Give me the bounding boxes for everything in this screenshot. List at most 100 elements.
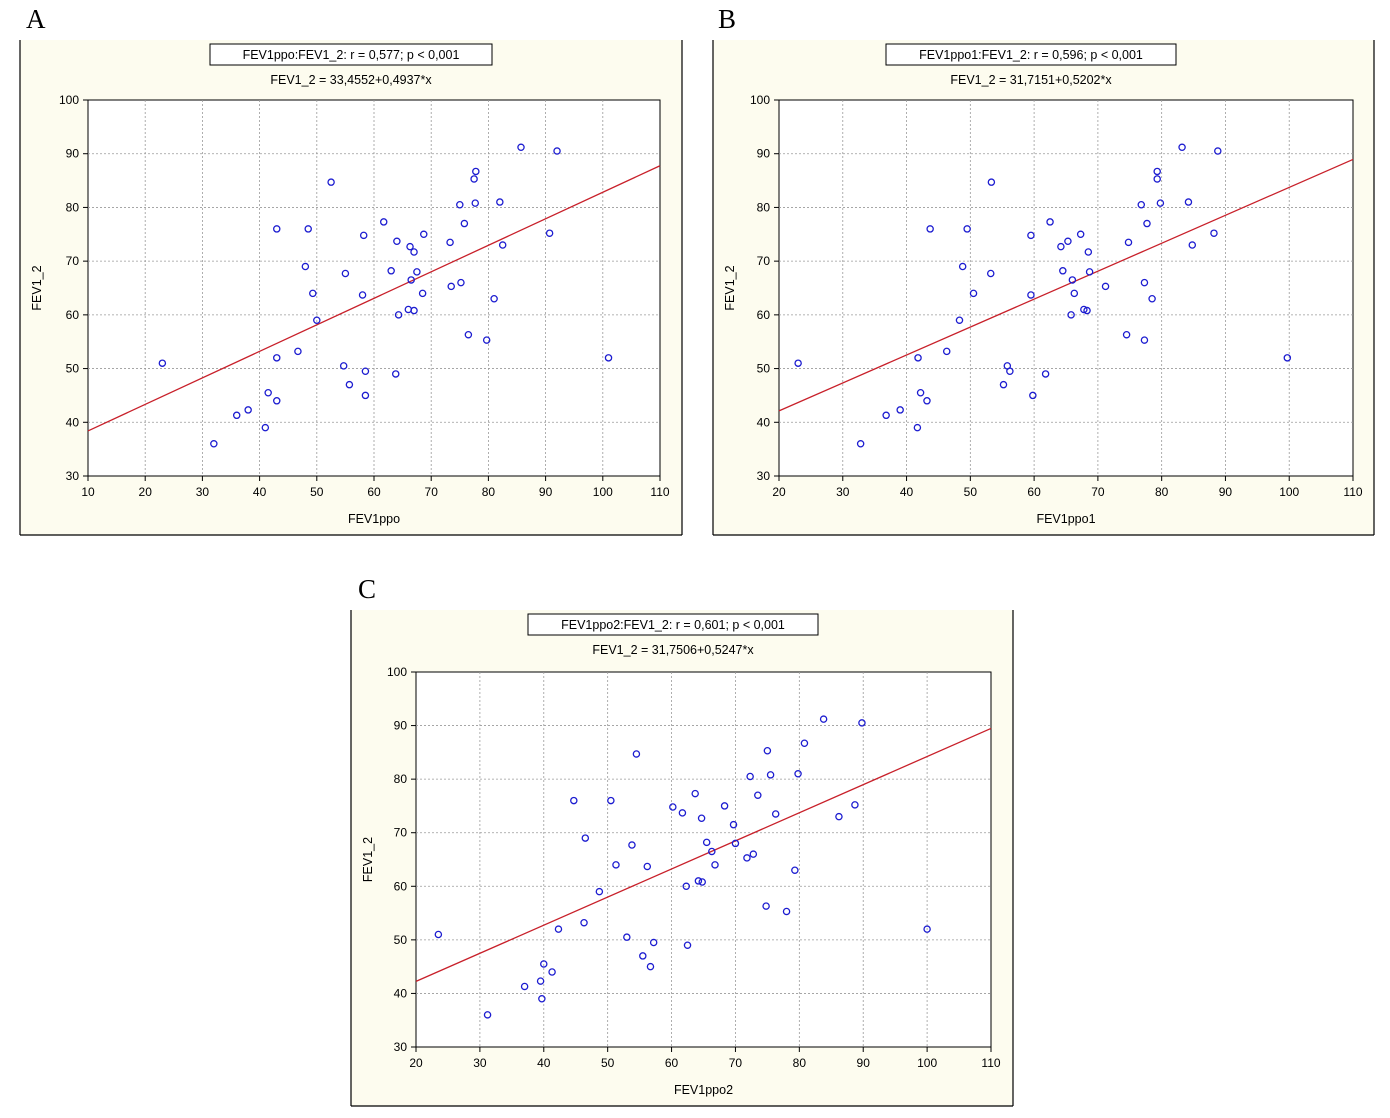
panel-b-point-22 — [1041, 370, 1050, 378]
panel-b-point-37 — [1124, 238, 1133, 247]
panel-a: A 10 20 30 40 50 60 70 80 90 100 110 30 40 50 60 70 80 90 1… — [19, 4, 683, 536]
panel-a-point-20 — [361, 367, 370, 376]
panel-c-point-6 — [548, 968, 556, 976]
panel-b-point-49 — [1210, 229, 1218, 237]
panel-b-point-28 — [1068, 276, 1077, 284]
panel-a-point-28 — [406, 242, 414, 251]
panel-b-letter: B — [718, 4, 736, 34]
panel-c-point-37 — [749, 850, 758, 858]
panel-b-point-45 — [1156, 199, 1165, 207]
panel-b-xtick-label-20: 20 — [772, 485, 786, 499]
panel-c-point-32 — [720, 802, 729, 810]
panel-c-ytick-label-100: 100 — [387, 665, 407, 679]
panel-c-ytick-label-80: 80 — [394, 772, 408, 786]
panel-a-point-35 — [446, 238, 454, 247]
panel-a-point-46 — [496, 198, 504, 206]
panel-b-point-29 — [1070, 289, 1079, 298]
panel-b-point-21 — [1029, 391, 1037, 400]
panel-a-point-41 — [470, 175, 478, 183]
panel-a-point-22 — [379, 218, 388, 226]
panel-c-point-1 — [483, 1011, 492, 1019]
panel-a-y-axis-label: FEV1_2 — [30, 265, 44, 310]
panel-a-point-5 — [264, 388, 272, 397]
panel-a-point-49 — [545, 229, 554, 237]
panel-a-point-25 — [393, 237, 401, 246]
panel-a-xtick-label-100: 100 — [593, 485, 613, 499]
panel-b-regression-line — [778, 158, 1354, 412]
panel-b-point-41 — [1143, 219, 1151, 228]
panel-c-xtick-label-80: 80 — [793, 1056, 807, 1070]
panel-a-point-50 — [553, 147, 561, 155]
panel-a-point-34 — [420, 230, 428, 239]
panel-b-point-33 — [1084, 248, 1093, 256]
panel-c-point-33 — [729, 820, 738, 829]
panel-b-point-30 — [1076, 230, 1085, 239]
panel-b-point-38 — [1137, 200, 1146, 209]
panel-b-point-25 — [1059, 267, 1067, 275]
panel-a-point-24 — [391, 370, 400, 378]
panel-b-point-20 — [1027, 231, 1035, 240]
panel-c-xtick-label-100: 100 — [917, 1056, 937, 1070]
panel-c-stats-box — [527, 613, 819, 636]
panel-a-point-7 — [273, 354, 281, 362]
panel-b-point-6 — [916, 388, 925, 397]
panel-a-point-37 — [456, 200, 464, 209]
panel-a-point-3 — [244, 406, 252, 414]
panel-c-point-21 — [669, 803, 677, 811]
panel-a-x-axis-label: FEV1ppo — [348, 512, 400, 526]
panel-a-ytick-label-40: 40 — [66, 415, 80, 429]
panel-b-point-51 — [1283, 354, 1292, 362]
panel-a-xtick-label-110: 110 — [650, 485, 669, 499]
panel-a-regression-line — [87, 165, 661, 432]
panel-c-point-48 — [835, 812, 843, 821]
panel-a-point-44 — [482, 336, 491, 344]
panel-a-xtick-label-20: 20 — [139, 485, 153, 499]
panel-a-ytick-label-70: 70 — [66, 254, 80, 268]
panel-a-point-36 — [447, 282, 455, 291]
panel-c-point-51 — [923, 925, 931, 933]
panel-b-point-24 — [1057, 242, 1065, 251]
panel-a-point-33 — [418, 289, 427, 298]
panel-c-point-38 — [754, 791, 762, 799]
panel-b-ytick-label-40: 40 — [757, 415, 771, 429]
panel-c-point-18 — [643, 862, 652, 871]
panel-b-point-8 — [926, 225, 934, 233]
panel-c-point-10 — [581, 834, 590, 842]
panel-b-point-3 — [896, 406, 904, 414]
panel-c-point-22 — [678, 809, 687, 817]
panel-b-ytick-label-60: 60 — [757, 308, 771, 322]
panel-c-point-13 — [612, 861, 620, 869]
panel-c-ytick-label-90: 90 — [394, 719, 408, 733]
panel-a-ytick-label-30: 30 — [66, 469, 80, 483]
panel-a-equation: FEV1_2 = 33,4552+0,4937*x — [270, 73, 432, 87]
panel-c-point-26 — [694, 877, 703, 885]
panel-c-ytick-label-70: 70 — [394, 826, 408, 840]
panel-c-point-28 — [698, 878, 706, 886]
panel-c-ytick-label-50: 50 — [394, 933, 408, 947]
panel-a-point-38 — [457, 278, 465, 287]
panel-a-xtick-label-50: 50 — [310, 485, 324, 499]
panel-b-point-27 — [1067, 311, 1075, 319]
panel-a-point-12 — [309, 289, 317, 298]
panel-b-point-43 — [1153, 175, 1161, 183]
panel-c-xtick-label-40: 40 — [537, 1056, 551, 1070]
panel-b-point-35 — [1101, 282, 1110, 291]
panel-b-point-16 — [999, 380, 1008, 389]
panel-b-point-50 — [1214, 147, 1222, 155]
panel-c-point-34 — [731, 839, 740, 848]
panel-b-point-15 — [987, 178, 996, 186]
panel-b-xtick-label-110: 110 — [1343, 485, 1362, 499]
panel-c-point-4 — [538, 995, 546, 1003]
panel-a-point-0 — [158, 359, 167, 367]
panel-b-ytick-label-30: 30 — [757, 469, 771, 483]
panel-a-ytick-label-90: 90 — [66, 147, 80, 161]
panel-c-xtick-label-20: 20 — [409, 1056, 423, 1070]
panel-a-ytick-label-60: 60 — [66, 308, 80, 322]
panel-c-point-41 — [766, 771, 775, 779]
panel-c-point-7 — [554, 925, 563, 933]
panel-b-xtick-label-80: 80 — [1155, 485, 1169, 499]
panel-c-xtick-label-90: 90 — [857, 1056, 871, 1070]
panel-b-point-39 — [1140, 336, 1149, 344]
panel-a-point-48 — [517, 143, 525, 152]
